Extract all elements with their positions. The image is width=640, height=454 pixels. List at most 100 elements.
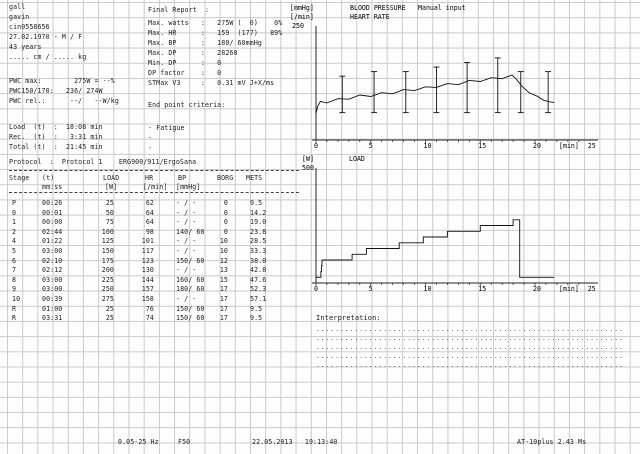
patient-last-name: gall (9, 3, 26, 11)
stage-table-cell: - / - (176, 218, 197, 227)
stage-table-cell: 150/ 60 (176, 314, 205, 323)
interpretation-line-2: ........................................… (316, 335, 624, 342)
stage-table-cell: 74 (145, 314, 154, 323)
stage-table-cell: 38.0 (250, 256, 267, 265)
stage-table-cell: 0 (223, 227, 228, 236)
end-point-dash-1: - (148, 134, 153, 142)
bp-chart-x-tick-label: 15 (478, 142, 486, 150)
stage-table-cell: 0 (223, 199, 228, 207)
load-header: LOAD (103, 174, 120, 182)
stage-table-cell: 01:22 (42, 237, 63, 246)
stage-table-cell: 12 (219, 256, 228, 265)
stage-table-cell: 13 (219, 266, 228, 275)
stage-table-cell: 130 (141, 266, 154, 275)
stage-table-cell: 03:31 (42, 314, 63, 323)
stage-table-cell: 225 (101, 275, 114, 284)
stage-table-cell: 57.1 (250, 295, 267, 303)
stage-table-cell: 200 (101, 266, 114, 275)
stage-table-cell: 8 (12, 275, 17, 284)
patient-first-name: gavin (9, 13, 30, 21)
patient-height-weight: ..... cm / ..... kg (9, 53, 87, 61)
stage-table-cell: P (12, 199, 17, 207)
patient-dob-gender: 27.02.1970 - M / F (9, 33, 83, 41)
stage-table-cell: 250 (101, 285, 114, 294)
bp-subheader: [mmHg] (176, 183, 201, 191)
stage-table-cell: R (12, 314, 17, 323)
stage-table-cell: 150 (101, 247, 114, 255)
stage-table-cell: 00:01 (42, 208, 63, 217)
final-report-max-dp: Max. DP : 28260 (148, 49, 238, 57)
stage-table-cell: 6 (12, 256, 17, 265)
time-header: (t) (42, 174, 55, 182)
stage-table-cell: 25 (105, 304, 114, 313)
stage-table-cell: - / - (176, 208, 197, 217)
stage-header: Stage (9, 174, 30, 182)
stage-table-cell: 02:12 (42, 266, 63, 275)
stage-table-cell: 158 (141, 295, 154, 303)
load-subheader: [W] (105, 183, 118, 191)
stage-table-cell: 28.5 (250, 237, 267, 246)
stage-table-cell: 15 (219, 275, 228, 284)
stage-table-cell: 02:44 (42, 227, 63, 236)
stage-table-cell: 19.0 (250, 218, 267, 227)
pwc-rel: PWC rel.: --/ --W/kg (9, 97, 119, 105)
end-point-criteria-value: - Fatigue (148, 124, 185, 132)
load-chart-title: LOAD (349, 155, 365, 163)
stage-table-cell: 4 (12, 237, 17, 246)
table-header-divider (9, 192, 299, 193)
stage-table-cell: 23.8 (250, 227, 267, 236)
stage-table-cell: 117 (141, 247, 154, 255)
end-point-dash-2: - (148, 144, 153, 152)
stage-table-cell: 64 (145, 218, 154, 227)
stage-table-cell: 160/ 60 (176, 275, 205, 284)
stage-table-cell: 76 (145, 304, 154, 313)
stage-table-cell: 10 (219, 237, 228, 246)
stage-table-cell: 2 (12, 227, 17, 236)
borg-header: BORG (217, 174, 234, 182)
stage-table-cell: 42.8 (250, 266, 267, 275)
bp-chart-x-tick-label: 0 (314, 142, 318, 150)
hr-subheader: [/min] (143, 183, 168, 191)
stage-table-cell: 150/ 60 (176, 256, 205, 265)
recovery-duration: Rec. (t) : 3:31 min (9, 133, 103, 141)
end-point-criteria-title: End point criteria: (148, 101, 226, 109)
stage-table-cell: 175 (101, 256, 114, 265)
final-report-title: Final Report : (148, 6, 210, 14)
bp-chart-x-tick-label: 20 (533, 142, 541, 150)
stage-table-cell: 150/ 60 (176, 304, 205, 313)
load-chart-x-tick-label: 0 (314, 285, 318, 293)
bp-hr-chart: [mmHg] [/min] 250 BLOOD PRESSURE Manual … (290, 4, 598, 150)
stage-table-cell: 0 (12, 208, 17, 217)
hr-chart-title: HEART RATE (350, 13, 390, 21)
stage-table-cell: 25 (105, 199, 114, 207)
interpretation-title: Interpretation: (316, 314, 381, 322)
footer-device: AT-10plus 2.43 Ms (517, 438, 587, 446)
stage-table-cell: 275 (101, 295, 114, 303)
interpretation-line-4: ........................................… (316, 353, 624, 360)
footer-datetime: 22.05.2013 19:13:40 (252, 438, 338, 446)
stage-table-cell: 9.5 (250, 314, 263, 323)
footer-filter: 0.05-25 Hz (118, 438, 159, 446)
bp-chart-title: BLOOD PRESSURE (350, 4, 406, 12)
bp-chart-x-tick-label: 10 (424, 142, 432, 150)
stage-table-cell: 98 (145, 227, 154, 236)
total-duration: Total (t) : 21:45 min (9, 143, 103, 151)
stage-table-cell: 03:00 (42, 275, 63, 284)
stage-table-cell: 02:10 (42, 256, 63, 265)
bp-chart-x-unit: [min] (559, 142, 579, 150)
stage-table-cell: 7 (12, 266, 17, 275)
final-report-min-dp: Min. DP : 0 (148, 59, 222, 67)
stage-table-cell: - / - (176, 295, 197, 303)
final-report-max-watts: Max. watts : 275W ( 0) 0% (148, 19, 283, 27)
final-report-stmax: STMax V3 : 0.31 mV J+X/ms (148, 79, 275, 87)
stage-table-cell: 14.2 (250, 208, 267, 217)
stage-table-cell: 0 (223, 208, 228, 217)
stage-table-cell: 00:39 (42, 295, 63, 303)
bp-chart-y-top-label: 250 (292, 22, 304, 30)
load-chart-x-tick-label: 5 (369, 285, 373, 293)
stage-table-cell: 100 (101, 227, 114, 236)
stage-table-cell: 17 (219, 314, 228, 323)
interpretation-line-3: ........................................… (316, 344, 624, 351)
load-chart-x-tick-label: 15 (478, 285, 486, 293)
stage-table-cell: 03:00 (42, 285, 63, 294)
